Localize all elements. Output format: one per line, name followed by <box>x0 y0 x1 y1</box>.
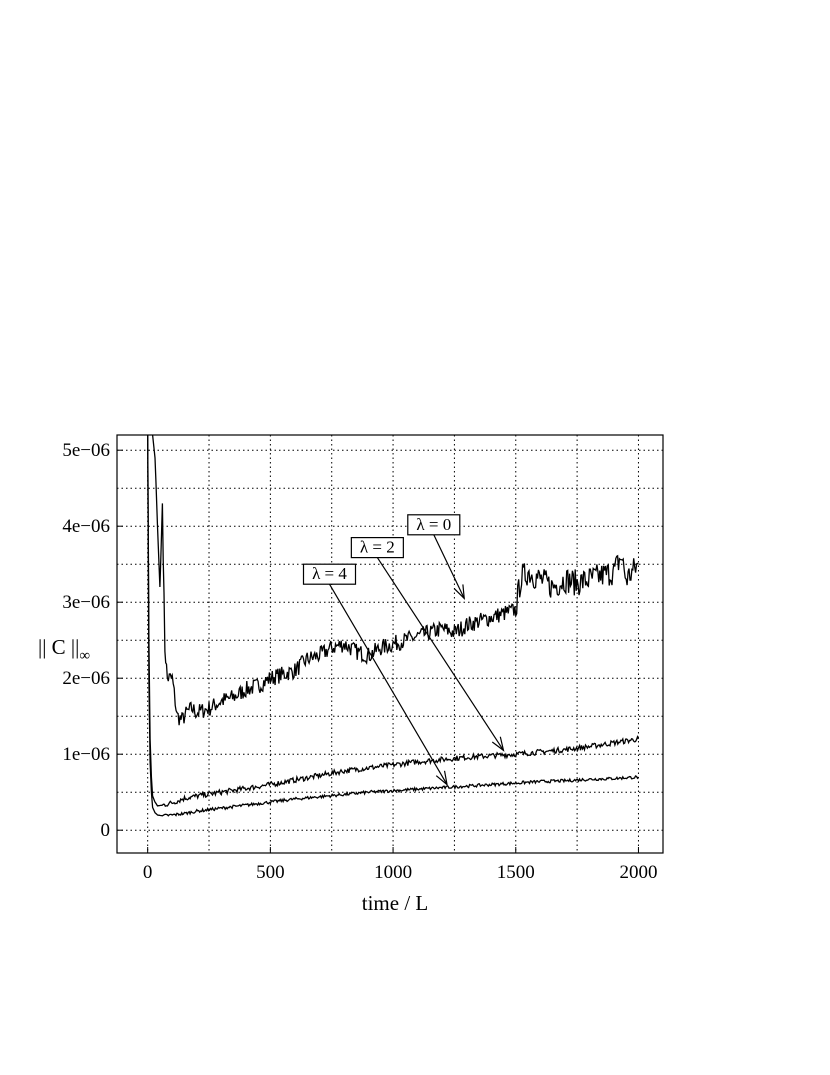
series-group <box>147 435 640 817</box>
annotation-box <box>302 563 357 585</box>
annotations: λ = 0 λ = 2 λ = 4 <box>302 514 505 787</box>
annotation-arrow <box>328 583 448 785</box>
annotation-arrowhead <box>435 770 448 787</box>
y-tick-label: 2e−06 <box>62 668 110 689</box>
annotation-1: λ = 2 <box>350 536 505 752</box>
series-line-1 <box>147 435 640 808</box>
x-tick-label: 500 <box>256 862 285 883</box>
y-tick-label: 3e−06 <box>62 592 110 613</box>
annotation-arrow <box>376 557 504 751</box>
y-axis-label: || C ||∞ <box>38 635 90 664</box>
annotation-arrow <box>433 534 465 599</box>
annotation-label: λ = 4 <box>312 564 347 583</box>
annotation-box <box>350 536 404 559</box>
x-tick-label: 1500 <box>497 862 535 883</box>
annotation-0: λ = 0 <box>407 514 465 600</box>
annotation-label: λ = 2 <box>360 538 395 557</box>
series-line-2 <box>147 435 639 817</box>
y-tick-label: 4e−06 <box>62 516 110 537</box>
y-tick-label: 1e−06 <box>62 744 110 765</box>
y-tick-label: 5e−06 <box>62 440 110 461</box>
annotation-arrowhead <box>453 584 465 600</box>
annotation-box <box>407 514 461 536</box>
series-line-0 <box>151 435 639 726</box>
y-tick-label: 0 <box>101 820 111 841</box>
annotation-label: λ = 0 <box>416 515 451 534</box>
annotation-2: λ = 4 <box>302 563 448 787</box>
tick-group: 0 500 1000 1500 2000 0 1e−06 2e−06 3e−06 4e−06 5e−… <box>62 440 657 883</box>
x-tick-label: 2000 <box>619 862 657 883</box>
x-tick-label: 0 <box>143 862 153 883</box>
x-tick-label: 1000 <box>374 862 412 883</box>
plot-frame <box>116 434 664 854</box>
annotation-arrowhead <box>491 736 505 752</box>
x-axis-label: time / L <box>362 891 429 915</box>
